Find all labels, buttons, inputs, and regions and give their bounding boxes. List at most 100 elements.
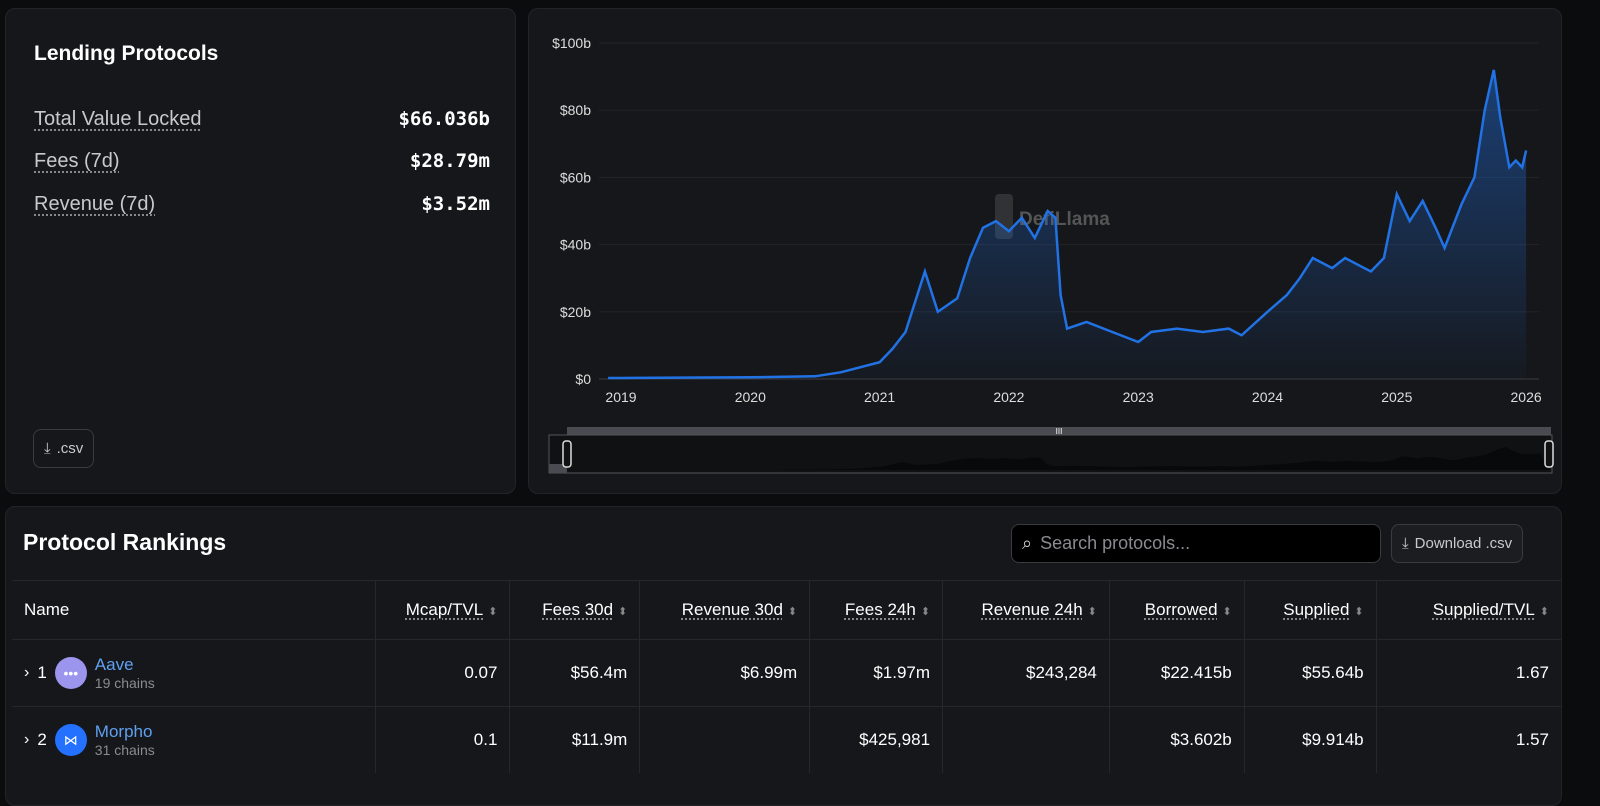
sort-icon[interactable]: ⬍ <box>920 606 931 618</box>
y-tick-label: $60b <box>560 169 591 185</box>
stat-value: $28.79m <box>409 150 490 172</box>
sort-icon[interactable]: ⬍ <box>1222 606 1232 618</box>
column-header[interactable]: Name <box>12 580 376 640</box>
brush-grip-icon[interactable]: III <box>1056 427 1063 436</box>
column-label: Fees 30d <box>542 600 614 619</box>
column-header[interactable]: Fees 30d ⬍ <box>509 580 641 640</box>
table-cell <box>639 706 811 773</box>
table-cell: $22.415b <box>1109 639 1245 707</box>
table-header-row: Name Mcap/TVL ⬍ Fees 30d ⬍ Revenue 30d ⬍ Fees 2… <box>12 580 1561 640</box>
tvl-line <box>608 69 1528 380</box>
table-cell: $6.99m <box>639 639 811 707</box>
defillama-watermark: DefiLlama <box>1019 209 1110 230</box>
csv-download-button[interactable]: ⤓ .csv <box>33 429 95 468</box>
table-cell: 1.67 <box>1376 639 1561 707</box>
stat-value: $3.52m <box>421 193 490 215</box>
table-cell: $1.97m <box>809 639 944 707</box>
tvl-area <box>608 69 1527 380</box>
protocol-logo-icon: ••• <box>54 657 87 689</box>
stat-label[interactable]: Total Value Locked <box>34 108 202 130</box>
table-row[interactable]: › 1 ••• Aave 19 chains 0.07 $56.4m $6.99m $1.97m… <box>12 639 1561 707</box>
brush-scrollbar[interactable] <box>567 427 1551 435</box>
chevron-right-icon[interactable]: › <box>24 731 30 748</box>
column-label: Revenue 24h <box>981 600 1083 619</box>
stat-fees: Fees (7d) $28.79m <box>34 150 490 173</box>
sort-icon[interactable]: ⬍ <box>1354 606 1364 618</box>
chevron-right-icon[interactable]: › <box>24 664 30 681</box>
table-cell: 0.1 <box>375 706 511 773</box>
table-cell <box>942 706 1110 773</box>
search-icon: ⌕ <box>1022 533 1033 553</box>
x-tick-label: 2021 <box>864 389 895 405</box>
column-header[interactable]: Revenue 24h ⬍ <box>942 580 1110 640</box>
table-cell: $56.4m <box>509 639 641 707</box>
tvl-chart-card: $0 $20b $40b $60b $80b $100b 2019 2020 2021 2022 2… <box>528 8 1562 494</box>
column-header[interactable]: Fees 24h ⬍ <box>809 580 944 640</box>
table-cell: 0.07 <box>375 639 511 707</box>
search-placeholder: Search protocols... <box>1040 533 1191 553</box>
stat-value: $66.036b <box>398 108 490 130</box>
column-header[interactable]: Borrowed ⬍ <box>1109 580 1245 640</box>
stat-tvl: Total Value Locked $66.036b <box>34 108 490 131</box>
search-input[interactable]: ⌕ Search protocols... <box>1011 524 1381 563</box>
download-file-icon: ⤓ <box>44 440 51 457</box>
y-tick-label: $40b <box>560 237 591 253</box>
summary-title: Lending Protocols <box>34 42 219 65</box>
rankings-table: Name Mcap/TVL ⬍ Fees 30d ⬍ Revenue 30d ⬍ Fees 2… <box>12 580 1561 773</box>
column-label: Supplied/TVL <box>1432 600 1535 619</box>
column-label: Fees 24h <box>844 600 916 619</box>
brush-selection <box>549 464 567 473</box>
csv-label: .csv <box>56 440 84 457</box>
brush-preview <box>567 447 1549 470</box>
rank: 1 <box>37 663 47 682</box>
brush-handle[interactable] <box>562 440 572 468</box>
download-label: Download .csv <box>1414 535 1513 552</box>
sort-icon[interactable]: ⬍ <box>488 606 498 618</box>
name-cell: › 1 ••• Aave 19 chains <box>12 639 376 707</box>
column-header[interactable]: Supplied/TVL ⬍ <box>1376 580 1561 640</box>
chains-count: 31 chains <box>94 742 155 758</box>
tvl-chart[interactable]: $0 $20b $40b $60b $80b $100b 2019 2020 2021 2022 2… <box>529 9 1563 495</box>
sort-icon[interactable]: ⬍ <box>1539 606 1549 618</box>
column-label: Mcap/TVL <box>405 600 484 619</box>
x-tick-label: 2023 <box>1123 389 1154 405</box>
column-label: Supplied <box>1283 600 1350 619</box>
table-cell: $55.64b <box>1244 639 1377 707</box>
rank: 2 <box>37 730 47 749</box>
download-file-icon: ⤓ <box>1402 535 1409 552</box>
table-cell: $243,284 <box>942 639 1110 707</box>
column-header[interactable]: Supplied ⬍ <box>1244 580 1377 640</box>
column-header[interactable]: Revenue 30d ⬍ <box>639 580 811 640</box>
table-cell: $9.914b <box>1244 706 1377 773</box>
name-cell: › 2 ⋈ Morpho 31 chains <box>12 706 376 773</box>
y-tick-label: $80b <box>560 102 591 118</box>
brush-handle[interactable] <box>1544 440 1554 468</box>
column-header[interactable]: Mcap/TVL ⬍ <box>375 580 511 640</box>
table-cell: $11.9m <box>509 706 641 773</box>
x-tick-label: 2022 <box>993 389 1024 405</box>
stat-label[interactable]: Revenue (7d) <box>34 193 156 215</box>
summary-card: Lending Protocols Total Value Locked $66.… <box>5 8 516 494</box>
download-csv-button[interactable]: ⤓ Download .csv <box>1391 524 1524 563</box>
stat-label[interactable]: Fees (7d) <box>34 150 120 172</box>
x-tick-label: 2020 <box>735 389 766 405</box>
y-tick-label: $0 <box>575 371 591 387</box>
protocol-name-link[interactable]: Morpho <box>94 722 153 741</box>
x-tick-label: 2024 <box>1252 389 1283 405</box>
sort-icon[interactable]: ⬍ <box>787 606 798 618</box>
table-cell: $3.602b <box>1109 706 1245 773</box>
table-row[interactable]: › 2 ⋈ Morpho 31 chains 0.1 $11.9m $425,981 $3.60… <box>12 706 1561 773</box>
protocol-name-link[interactable]: Aave <box>94 655 134 674</box>
y-tick-label: $100b <box>552 35 591 51</box>
y-tick-label: $20b <box>560 304 591 320</box>
table-cell: 1.57 <box>1376 706 1561 773</box>
column-label: Borrowed <box>1144 600 1218 619</box>
rankings-card: Protocol Rankings ⌕ Search protocols... ⤓… <box>5 506 1562 806</box>
sort-icon[interactable]: ⬍ <box>1087 606 1097 618</box>
x-tick-label: 2026 <box>1511 389 1542 405</box>
table-cell: $425,981 <box>809 706 944 773</box>
x-tick-label: 2025 <box>1381 389 1412 405</box>
protocol-logo-icon: ⋈ <box>54 724 87 756</box>
stat-revenue: Revenue (7d) $3.52m <box>34 193 490 216</box>
sort-icon[interactable]: ⬍ <box>618 606 628 618</box>
